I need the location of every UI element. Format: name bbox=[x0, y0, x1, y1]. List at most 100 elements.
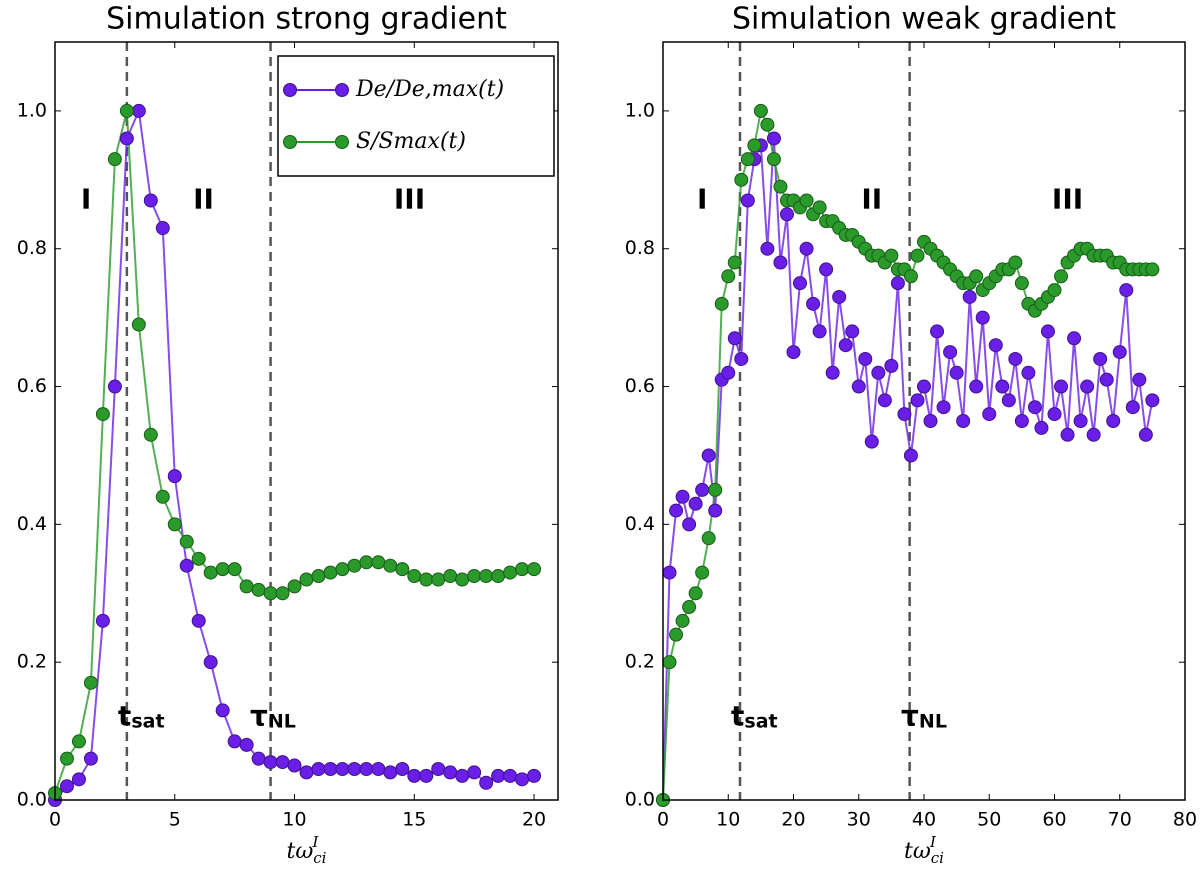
data-point bbox=[179, 558, 194, 573]
data-point bbox=[467, 765, 482, 780]
y-tick-label: 1.0 bbox=[17, 99, 47, 121]
x-tick-label: 0 bbox=[657, 809, 669, 831]
data-point bbox=[890, 276, 905, 291]
data-point bbox=[1001, 393, 1016, 408]
x-tick-label: 10 bbox=[716, 809, 740, 831]
data-point bbox=[943, 345, 958, 360]
data-point bbox=[910, 393, 925, 408]
x-axis-label: tωciI bbox=[904, 833, 944, 867]
data-point bbox=[956, 414, 971, 428]
data-point bbox=[203, 565, 218, 580]
data-point bbox=[1119, 283, 1134, 298]
data-point bbox=[740, 152, 755, 167]
data-point bbox=[838, 338, 853, 353]
plot-frame bbox=[662, 41, 1186, 801]
data-point bbox=[982, 407, 997, 422]
data-point bbox=[407, 768, 422, 783]
data-point bbox=[383, 765, 398, 780]
data-point bbox=[107, 152, 122, 167]
y-tick-label: 0.0 bbox=[625, 789, 655, 811]
data-point bbox=[71, 772, 86, 787]
data-point bbox=[1054, 269, 1069, 284]
legend-label: S/Smax(t) bbox=[356, 129, 466, 154]
data-point bbox=[1034, 420, 1049, 435]
data-point bbox=[969, 269, 984, 284]
data-point bbox=[662, 565, 677, 580]
data-point bbox=[727, 255, 742, 270]
legend-box bbox=[277, 55, 555, 177]
data-point bbox=[143, 193, 158, 208]
data-point bbox=[708, 482, 723, 497]
data-point bbox=[701, 448, 716, 463]
data-point bbox=[1014, 414, 1029, 428]
data-point bbox=[669, 503, 684, 518]
data-point bbox=[275, 755, 290, 770]
data-point bbox=[215, 703, 230, 718]
data-point bbox=[347, 558, 362, 573]
data-point bbox=[59, 751, 74, 766]
data-point bbox=[825, 365, 840, 380]
data-point bbox=[721, 269, 736, 284]
data-point bbox=[443, 765, 458, 780]
data-point bbox=[383, 558, 398, 573]
data-point bbox=[359, 555, 374, 570]
data-point bbox=[812, 200, 827, 215]
data-point bbox=[1086, 427, 1101, 442]
data-point bbox=[1080, 379, 1095, 394]
data-point bbox=[845, 324, 860, 339]
data-point bbox=[858, 351, 873, 366]
data-point bbox=[503, 768, 518, 783]
data-point bbox=[239, 737, 254, 752]
data-point bbox=[311, 761, 326, 776]
data-point bbox=[753, 103, 768, 118]
data-point bbox=[1093, 351, 1108, 366]
data-point bbox=[479, 775, 494, 790]
plot-frame bbox=[54, 41, 559, 801]
data-point bbox=[1047, 283, 1062, 298]
x-tick-label: 15 bbox=[402, 809, 426, 831]
chart-title: Simulation strong gradient bbox=[106, 2, 507, 37]
x-tick-label: 0 bbox=[49, 809, 61, 831]
annotation-text: II bbox=[861, 182, 882, 215]
annotation: II bbox=[193, 182, 214, 215]
data-point bbox=[1067, 331, 1082, 346]
x-label-main: tω bbox=[904, 839, 931, 864]
data-point bbox=[335, 761, 350, 776]
y-tick-label: 0.8 bbox=[625, 237, 655, 259]
data-point bbox=[287, 579, 302, 594]
data-point bbox=[191, 551, 206, 566]
x-label-sub: ci bbox=[931, 849, 944, 867]
annotation: III bbox=[394, 182, 425, 215]
data-point bbox=[760, 241, 775, 256]
data-point bbox=[701, 531, 716, 546]
data-point bbox=[779, 207, 794, 222]
data-point bbox=[851, 379, 866, 394]
y-tick-label: 0.4 bbox=[625, 513, 655, 535]
annotation-sub: NL bbox=[268, 710, 296, 732]
data-point bbox=[1132, 372, 1147, 387]
data-point bbox=[988, 338, 1003, 353]
x-label-sup: I bbox=[929, 833, 937, 851]
data-point bbox=[1138, 427, 1153, 442]
data-point bbox=[786, 345, 801, 360]
data-point bbox=[682, 600, 697, 615]
data-point bbox=[215, 562, 230, 577]
legend-label: De/De,max(t) bbox=[355, 77, 504, 102]
data-point bbox=[897, 407, 912, 422]
legend-marker bbox=[283, 135, 297, 149]
data-point bbox=[503, 565, 518, 580]
x-tick-label: 50 bbox=[977, 809, 1001, 831]
data-point bbox=[287, 758, 302, 773]
annotation: II bbox=[861, 182, 882, 215]
y-tick-label: 0.6 bbox=[17, 375, 47, 397]
data-point bbox=[975, 310, 990, 325]
data-point bbox=[431, 761, 446, 776]
data-point bbox=[203, 655, 218, 670]
annotation-sub: NL bbox=[919, 710, 947, 732]
data-point bbox=[491, 768, 506, 783]
data-point bbox=[179, 534, 194, 549]
data-point bbox=[299, 765, 314, 780]
data-point bbox=[669, 627, 684, 642]
data-point bbox=[930, 324, 945, 339]
